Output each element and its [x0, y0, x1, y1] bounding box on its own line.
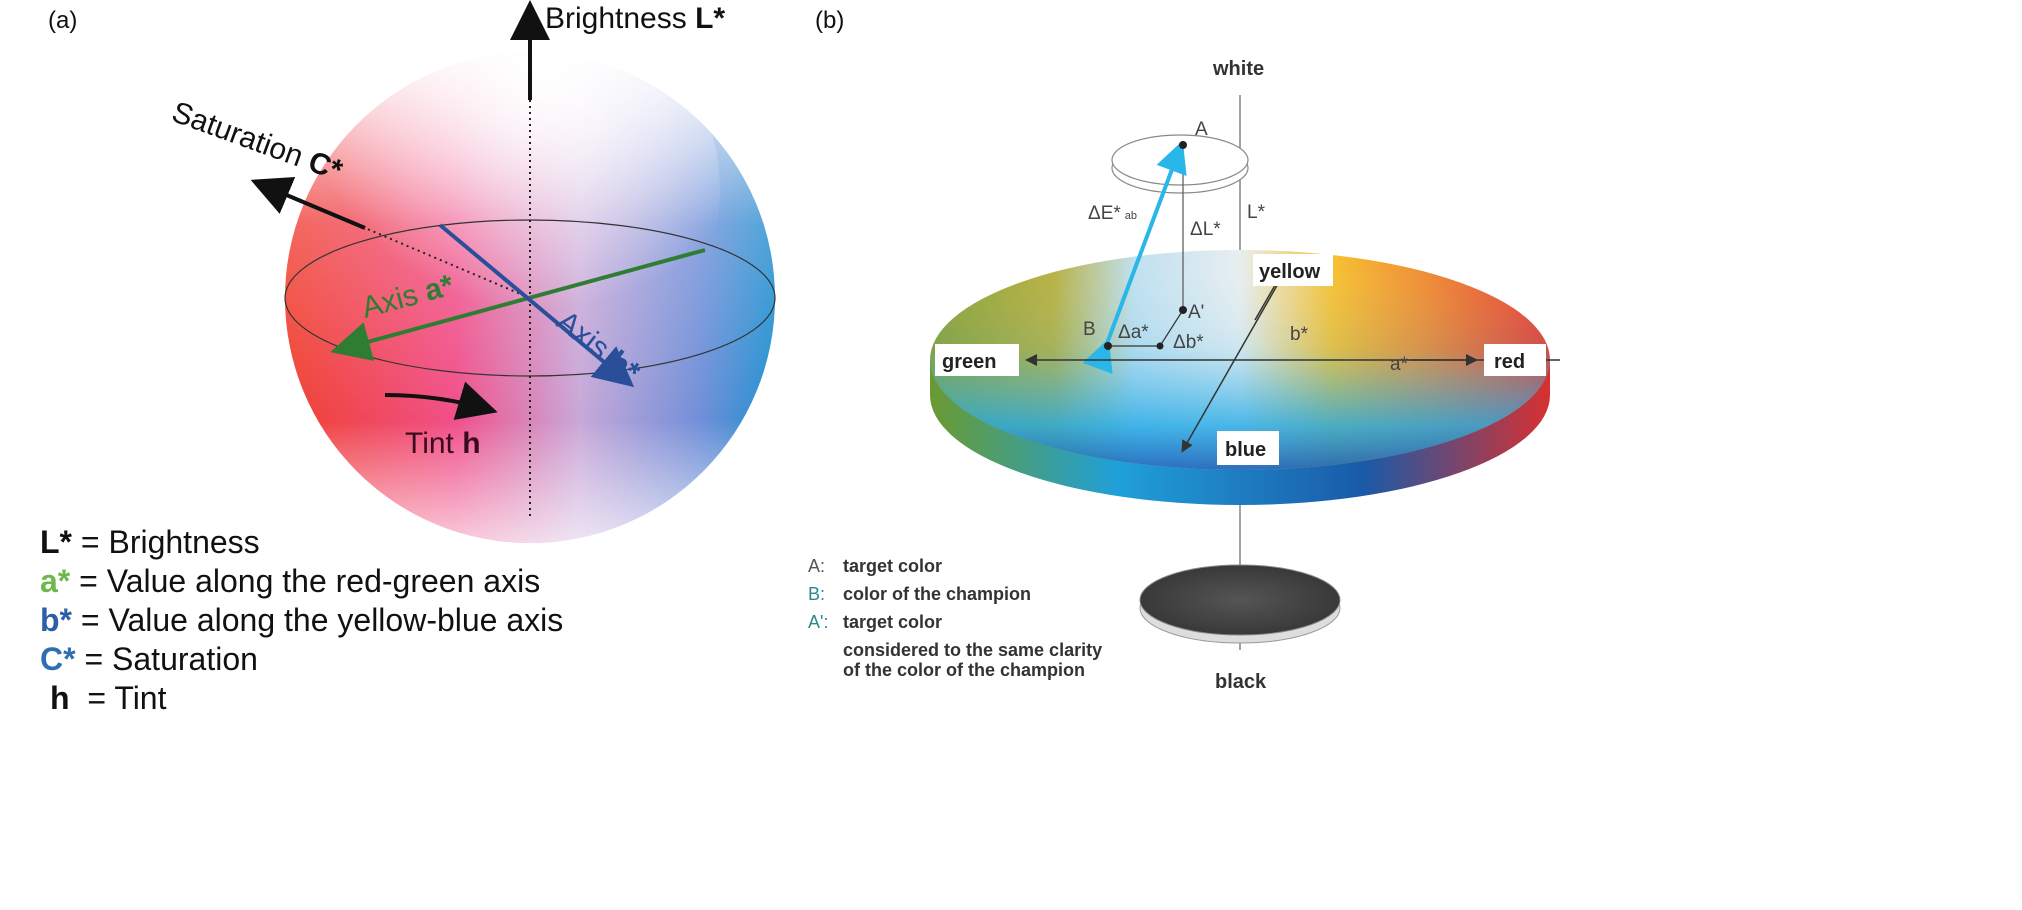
delta-b-label: Δb*	[1173, 332, 1204, 353]
tint-label: Tint h	[405, 427, 481, 460]
legend-text: target color	[843, 556, 942, 576]
color-disc	[930, 250, 1550, 505]
a-star-label: a*	[1390, 354, 1409, 375]
point-a-label: A	[1195, 119, 1208, 140]
brightness-label: Brightness L*	[545, 2, 725, 35]
delta-b-line	[1159, 309, 1184, 347]
black-label: black	[1215, 671, 1267, 693]
legend-item: h = Tint	[50, 680, 167, 716]
point-b	[1104, 342, 1112, 350]
l-star-label: L*	[1247, 202, 1266, 223]
svg-text:green: green	[942, 351, 996, 373]
legend-text: color of the champion	[843, 584, 1031, 604]
point-b-label: B	[1083, 319, 1096, 340]
white-label: white	[1212, 58, 1264, 80]
axis-b-arrow	[438, 223, 635, 388]
legend-text: target color	[843, 612, 942, 632]
yellow-box: yellow	[1253, 254, 1333, 286]
delta-l-label: ΔL*	[1190, 219, 1221, 240]
legend-key: A:	[808, 556, 825, 576]
legend-text: considered to the same clarity	[843, 640, 1102, 660]
legend-item: L* = Brightness	[40, 524, 260, 560]
delta-a-label: Δa*	[1118, 322, 1149, 343]
green-box: green	[935, 344, 1019, 376]
svg-text:blue: blue	[1225, 439, 1266, 461]
svg-text:yellow: yellow	[1259, 261, 1321, 283]
b-axis-down	[1181, 274, 1284, 453]
legend-item: a* = Value along the red-green axis	[40, 563, 540, 599]
svg-text:red: red	[1494, 351, 1525, 373]
red-box: red	[1484, 344, 1546, 376]
legend-key: A':	[808, 612, 828, 632]
blue-box: blue	[1217, 431, 1279, 465]
panel-a-legend: L* = Brightness a* = Value along the red…	[40, 524, 563, 716]
legend-item: C* = Saturation	[40, 641, 258, 677]
saturation-arrow	[250, 176, 366, 230]
delta-e-arrow	[1082, 140, 1187, 375]
legend-item: b* = Value along the yellow-blue axis	[40, 602, 563, 638]
delta-e-label: ΔE* ab	[1088, 203, 1137, 224]
axis-a-arrow	[330, 248, 706, 361]
point-a-prime	[1179, 306, 1187, 314]
saturation-label: Saturation C*	[168, 96, 347, 188]
panel-a-label: (a)	[48, 7, 77, 34]
legend-text: of the color of the champion	[843, 660, 1085, 680]
tint-arrow	[384, 381, 498, 420]
b-star-label: b*	[1290, 324, 1309, 345]
point-a-prime-label: A'	[1188, 302, 1204, 323]
panel-b-legend: A: target color B: color of the champion…	[808, 556, 1102, 680]
legend-key: B:	[808, 584, 825, 604]
point-delta	[1156, 342, 1164, 350]
panel-b-label: (b)	[815, 7, 844, 34]
point-a	[1179, 141, 1187, 149]
black-disc	[1139, 564, 1341, 644]
